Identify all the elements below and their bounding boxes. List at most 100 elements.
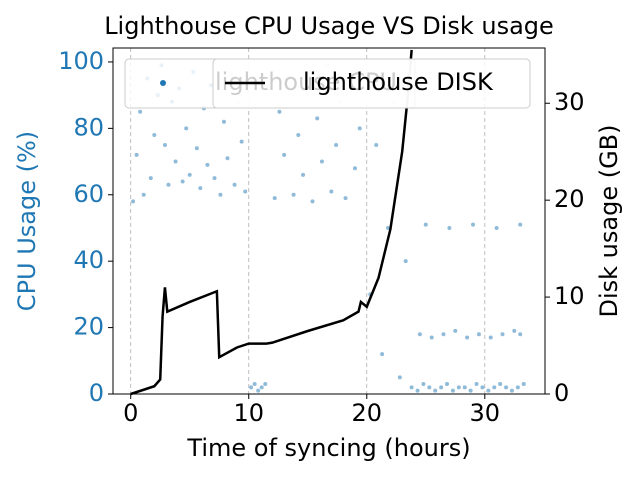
data-point xyxy=(439,385,444,390)
data-point xyxy=(521,382,526,387)
data-point xyxy=(173,159,178,164)
data-point xyxy=(282,152,287,157)
data-point xyxy=(456,385,461,390)
y-tick-label: 60 xyxy=(73,180,104,208)
data-point xyxy=(486,388,491,393)
x-tick-label: 10 xyxy=(233,399,264,427)
data-point xyxy=(352,166,357,171)
data-point xyxy=(187,172,192,177)
data-point xyxy=(138,109,143,114)
y-tick-label: 0 xyxy=(89,379,104,407)
data-point xyxy=(141,192,146,197)
y-tick-label: 20 xyxy=(73,313,104,341)
data-point xyxy=(512,328,517,333)
data-point xyxy=(409,385,414,390)
data-point xyxy=(148,176,153,181)
data-point xyxy=(374,142,379,147)
y2-tick-label: 0 xyxy=(554,379,569,407)
data-point xyxy=(445,382,450,387)
data-point xyxy=(518,332,523,337)
data-point xyxy=(252,382,257,387)
data-point xyxy=(221,119,226,124)
y2-axis-label: Disk usage (GB) xyxy=(595,124,623,317)
data-point xyxy=(315,116,320,121)
chart-title: Lighthouse CPU Usage VS Disk usage xyxy=(104,12,554,40)
data-point xyxy=(498,382,503,387)
data-point xyxy=(134,152,139,157)
data-point xyxy=(380,352,385,357)
data-point xyxy=(243,189,248,194)
data-point xyxy=(239,139,244,144)
data-point xyxy=(403,259,408,264)
data-point xyxy=(232,182,237,187)
y2-tick-label: 30 xyxy=(554,88,585,116)
x-tick-label: 0 xyxy=(123,399,138,427)
data-point xyxy=(198,186,203,191)
data-point xyxy=(277,109,282,114)
data-point xyxy=(429,335,434,340)
data-point xyxy=(296,132,301,137)
data-point xyxy=(225,156,230,161)
data-point xyxy=(480,385,485,390)
y-tick-label: 80 xyxy=(73,113,104,141)
y-axis-label: CPU Usage (%) xyxy=(13,131,41,311)
data-point xyxy=(453,328,458,333)
data-point xyxy=(468,388,473,393)
data-point xyxy=(421,382,426,387)
data-point xyxy=(310,199,315,204)
x-axis-label: Time of syncing (hours) xyxy=(186,434,470,462)
legend-marker xyxy=(160,80,166,86)
data-point xyxy=(301,172,306,177)
data-point xyxy=(462,385,467,390)
y-tick-label: 100 xyxy=(58,47,104,75)
data-point xyxy=(427,385,432,390)
axes-frame xyxy=(112,47,546,395)
y2-tick-label: 10 xyxy=(554,282,585,310)
data-point xyxy=(488,335,493,340)
data-point xyxy=(494,225,499,230)
data-point xyxy=(474,382,479,387)
y-tick-label: 40 xyxy=(73,246,104,274)
data-point xyxy=(319,159,324,164)
data-point xyxy=(180,179,185,184)
y2-tick-label: 20 xyxy=(554,185,585,213)
data-point xyxy=(357,126,362,131)
data-point xyxy=(291,192,296,197)
data-point xyxy=(415,388,420,393)
data-point xyxy=(397,375,402,380)
data-point xyxy=(205,162,210,167)
x-tick-label: 30 xyxy=(470,399,501,427)
data-point xyxy=(417,332,422,337)
data-point xyxy=(515,385,520,390)
data-point xyxy=(334,142,339,147)
data-point xyxy=(433,388,438,393)
data-point xyxy=(518,222,523,227)
data-point xyxy=(492,385,497,390)
data-point xyxy=(249,385,254,390)
data-point xyxy=(162,142,167,147)
data-point xyxy=(471,222,475,227)
data-point xyxy=(212,176,217,181)
legend-box xyxy=(212,58,531,109)
data-point xyxy=(272,196,277,201)
data-point xyxy=(329,189,334,194)
legend-label: lighthouse DISK xyxy=(303,68,494,96)
data-point xyxy=(500,332,505,337)
data-point xyxy=(450,388,455,393)
data-point xyxy=(184,126,189,131)
data-point xyxy=(386,225,391,230)
data-line xyxy=(130,49,413,396)
data-point xyxy=(476,332,481,337)
data-point xyxy=(504,385,509,390)
data-point xyxy=(256,388,261,393)
data-point xyxy=(263,382,268,387)
data-point xyxy=(447,225,452,230)
data-point xyxy=(423,222,428,227)
data-point xyxy=(441,332,446,337)
data-point xyxy=(218,192,223,197)
data-point xyxy=(465,335,470,340)
data-point xyxy=(259,385,264,390)
data-point xyxy=(131,199,136,204)
data-point xyxy=(152,132,157,137)
data-point xyxy=(194,146,199,151)
